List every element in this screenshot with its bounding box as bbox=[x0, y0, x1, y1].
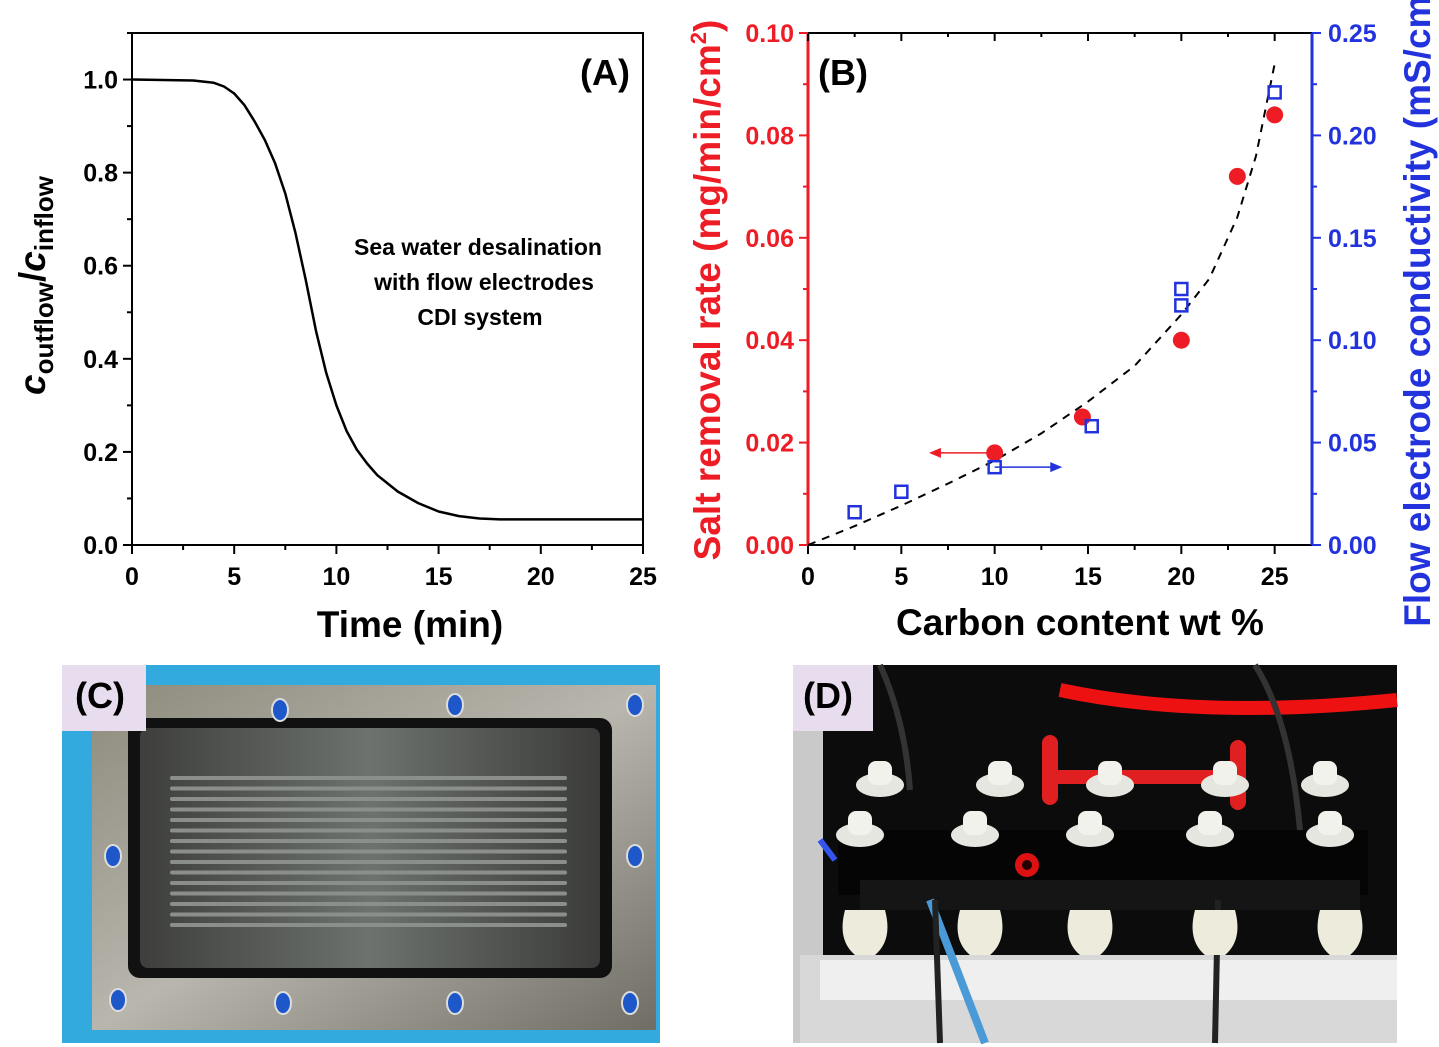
annotation-line-1: Sea water desalination bbox=[354, 234, 602, 260]
y-tick-label: 0.0 bbox=[83, 532, 118, 560]
x-tick-label: 0 bbox=[125, 563, 139, 591]
right-y-tick-label: 0.15 bbox=[1328, 225, 1377, 253]
concentration-curve bbox=[131, 78, 643, 521]
right-y-tick-label: 0.25 bbox=[1328, 20, 1377, 48]
x-tick-label: 15 bbox=[425, 563, 453, 591]
right-y-axis-label: Flow electrode conductivity (mS/cm) bbox=[1397, 0, 1438, 627]
salt-removal-point bbox=[986, 444, 1004, 462]
nut-top bbox=[1098, 761, 1122, 785]
x-axis-label: Carbon content wt % bbox=[896, 602, 1264, 643]
conductivity-point bbox=[894, 484, 909, 500]
x-tick-label: 5 bbox=[894, 563, 908, 591]
conductivity-point bbox=[1174, 281, 1189, 297]
y-tick-label: 0.8 bbox=[83, 160, 118, 188]
hole bbox=[109, 988, 127, 1012]
annotation-line-2: with flow electrodes bbox=[373, 269, 594, 295]
y-axis-label: coutflow/cinflow bbox=[12, 175, 59, 395]
hole bbox=[271, 698, 289, 722]
nut-top bbox=[1318, 811, 1342, 835]
nut-top bbox=[963, 811, 987, 835]
conductivity-point bbox=[847, 504, 862, 520]
wing-nut bbox=[1067, 910, 1113, 955]
hole bbox=[446, 991, 464, 1015]
hole bbox=[104, 844, 122, 868]
x-tick-label: 5 bbox=[227, 563, 241, 591]
nut-top bbox=[1198, 811, 1222, 835]
panel-d-label: (D) bbox=[803, 675, 853, 716]
panel-c-label: (C) bbox=[75, 675, 125, 716]
x-tick-label: 0 bbox=[801, 563, 815, 591]
salt-removal-point bbox=[1266, 106, 1284, 124]
x-tick-label: 25 bbox=[1261, 563, 1289, 591]
hole bbox=[446, 693, 464, 717]
x-tick-label: 20 bbox=[527, 563, 555, 591]
right-axis-arrowhead bbox=[1050, 462, 1063, 473]
nut-top bbox=[988, 761, 1012, 785]
nut-top bbox=[1213, 761, 1237, 785]
left-y-tick-label: 0.00 bbox=[745, 532, 794, 560]
right-y-tick-label: 0.05 bbox=[1328, 430, 1377, 458]
salt-removal-point bbox=[1073, 408, 1091, 426]
y-tick-label: 1.0 bbox=[83, 67, 118, 95]
x-tick-label: 10 bbox=[981, 563, 1009, 591]
x-axis-label: Time (min) bbox=[317, 604, 503, 645]
right-y-tick-label: 0.10 bbox=[1328, 327, 1377, 355]
left-y-tick-label: 0.06 bbox=[745, 225, 794, 253]
right-y-tick-label: 0.00 bbox=[1328, 532, 1377, 560]
wing-nut bbox=[842, 910, 888, 955]
conductivity-point bbox=[1267, 85, 1282, 100]
white-nuts bbox=[836, 761, 1363, 955]
nut-top bbox=[848, 811, 872, 835]
panel-a-label: (A) bbox=[580, 52, 630, 93]
nut-top bbox=[868, 761, 892, 785]
hole bbox=[621, 991, 639, 1015]
right-y-tick-label: 0.20 bbox=[1328, 122, 1377, 150]
x-tick-label: 10 bbox=[322, 563, 350, 591]
y-tick-label: 0.2 bbox=[83, 439, 118, 467]
screw-holes bbox=[104, 693, 644, 1015]
x-tick-label: 20 bbox=[1167, 563, 1195, 591]
panel-b-chart: (B) Carbon content wt % Salt removal rat… bbox=[686, 0, 1438, 643]
hole bbox=[626, 844, 644, 868]
salt-removal-point bbox=[1172, 331, 1190, 349]
photo-c-flow-plate: (C) bbox=[62, 665, 660, 1043]
y-tick-label: 0.4 bbox=[83, 346, 118, 374]
left-y-tick-label: 0.02 bbox=[745, 430, 794, 458]
panel-b-label: (B) bbox=[818, 52, 868, 93]
x-tick-label: 15 bbox=[1074, 563, 1102, 591]
annotation-line-3: CDI system bbox=[417, 304, 542, 330]
x-tick-label: 25 bbox=[629, 563, 657, 591]
left-y-axis-label: Salt removal rate (mg/min/cm2) bbox=[686, 20, 728, 561]
hole bbox=[626, 693, 644, 717]
photo-d-cdi-cell: (D) bbox=[793, 663, 1398, 1045]
conductivity-point bbox=[1174, 298, 1189, 313]
conductivity-point bbox=[1084, 418, 1099, 434]
y-tick-label: 0.6 bbox=[83, 253, 118, 281]
salt-removal-point bbox=[1228, 167, 1246, 185]
hole bbox=[274, 991, 292, 1015]
left-y-tick-label: 0.08 bbox=[745, 122, 794, 150]
left-axis-arrowhead bbox=[928, 447, 941, 458]
panel-a-chart: (A) Sea water desalination with flow ele… bbox=[12, 32, 657, 645]
left-y-tick-label: 0.10 bbox=[745, 20, 794, 48]
nut-top bbox=[1313, 761, 1337, 785]
wing-nut bbox=[1192, 910, 1238, 955]
fit-curve bbox=[807, 63, 1276, 546]
left-y-tick-label: 0.04 bbox=[745, 327, 794, 355]
conductivity-point bbox=[987, 459, 1002, 475]
nut-top bbox=[1078, 811, 1102, 835]
wing-nut bbox=[957, 910, 1003, 955]
wing-nut bbox=[1317, 910, 1363, 955]
flow-channels bbox=[170, 776, 567, 927]
